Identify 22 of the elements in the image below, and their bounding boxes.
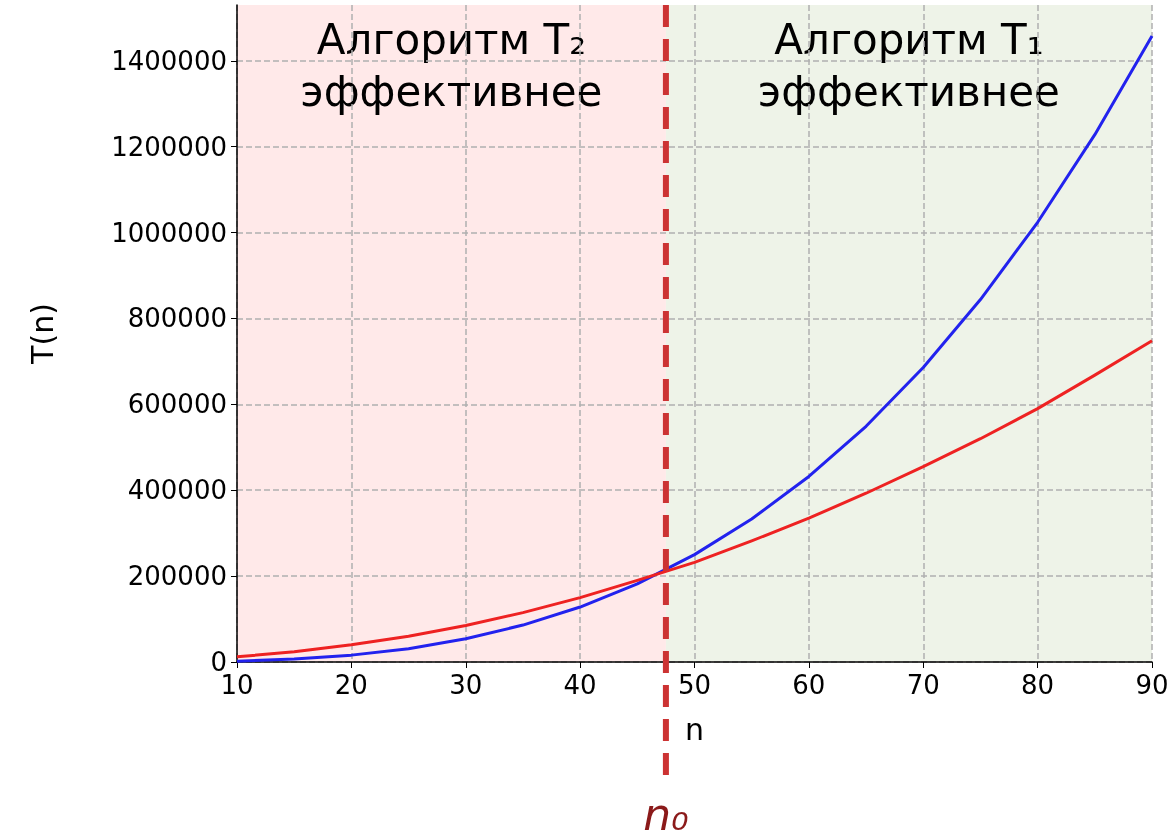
y-tick-label: 1000000 (111, 217, 227, 248)
y-tick-label: 400000 (127, 475, 227, 506)
ref-line-label: n₀ (643, 788, 689, 840)
x-tick-label: 60 (792, 670, 826, 700)
y-tick-label: 1400000 (111, 45, 227, 76)
band-label: Алгоритм T₂ эффективнее (300, 14, 603, 116)
x-tick-label: 90 (1135, 670, 1169, 700)
x-axis-title: n (684, 711, 705, 747)
x-tick-label: 70 (906, 670, 940, 700)
y-axis-title: T(n) (24, 303, 60, 365)
x-tick-label: 20 (334, 670, 368, 700)
y-tick-label: 600000 (127, 389, 227, 420)
line-series (235, 339, 1154, 659)
x-tick-label: 10 (220, 670, 254, 700)
x-tick-label: 40 (563, 670, 597, 700)
x-tick-label: 80 (1021, 670, 1055, 700)
y-tick-label: 800000 (127, 303, 227, 334)
x-tick-label: 50 (677, 670, 712, 700)
x-tick-label: 30 (449, 670, 483, 700)
y-tick-label: 1200000 (111, 131, 227, 162)
y-tick-label: 200000 (127, 561, 227, 592)
band-label: Алгоритм T₁ эффективнее (758, 14, 1060, 116)
